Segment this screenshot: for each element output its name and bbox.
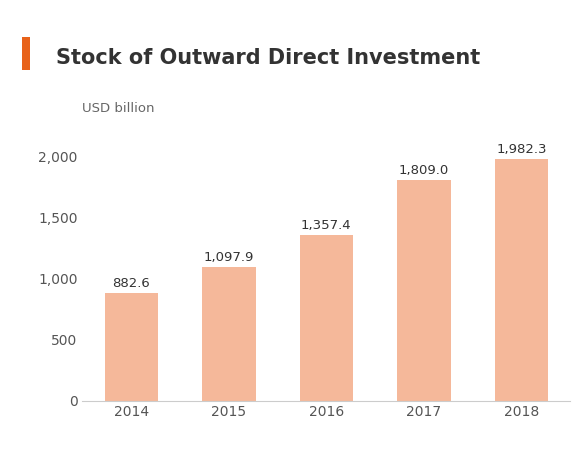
Bar: [299, 235, 353, 400]
Text: 882.6: 882.6: [112, 277, 150, 290]
Bar: [397, 180, 450, 400]
Bar: [495, 159, 548, 400]
Bar: [105, 293, 158, 400]
Text: 1,357.4: 1,357.4: [301, 220, 352, 233]
Text: 1,097.9: 1,097.9: [203, 251, 254, 264]
Text: 1,809.0: 1,809.0: [399, 164, 449, 177]
Text: USD billion: USD billion: [82, 102, 155, 115]
Bar: [202, 266, 256, 400]
Text: 1,982.3: 1,982.3: [496, 143, 547, 156]
Text: Stock of Outward Direct Investment: Stock of Outward Direct Investment: [56, 48, 480, 68]
